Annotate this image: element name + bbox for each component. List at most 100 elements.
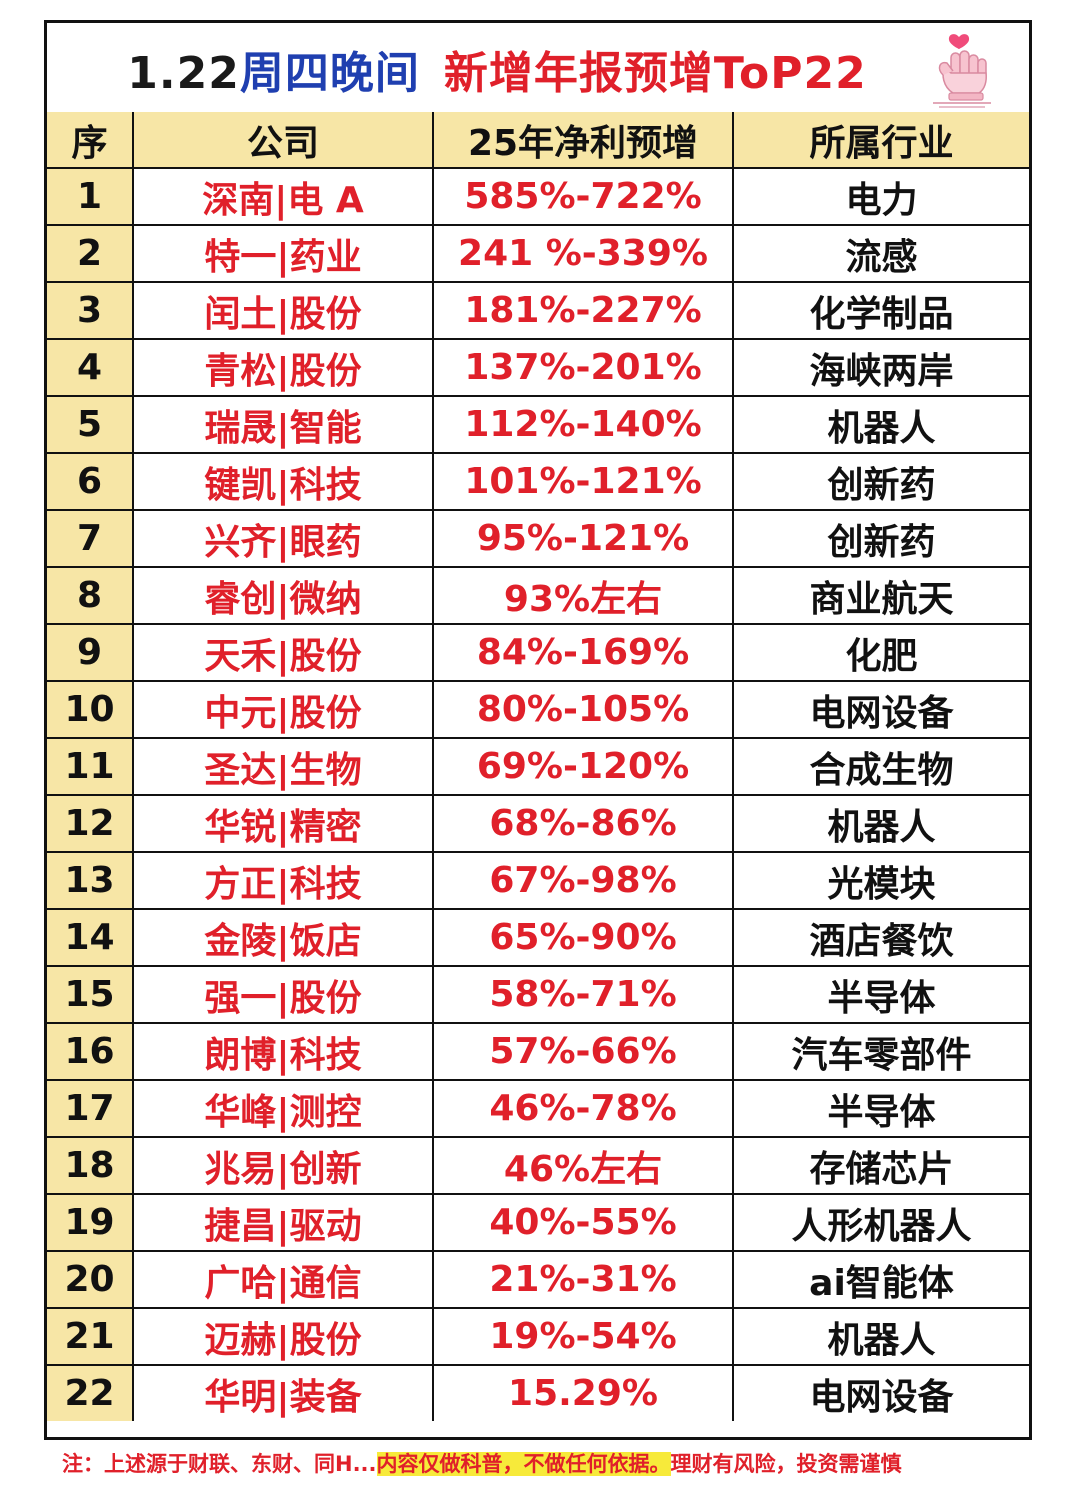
rank-cell: 17: [47, 1079, 134, 1138]
header-industry: 所属行业: [732, 112, 1029, 169]
disclaimer-suffix: 理财有风险，投资需谨慎: [670, 1452, 902, 1476]
company-cell: 华明|装备: [132, 1364, 434, 1421]
growth-cell: 19%-54%: [432, 1307, 734, 1366]
table-row: 14 金陵|饭店 65%-90% 酒店餐饮: [47, 908, 1029, 967]
industry-cell: 半导体: [732, 965, 1029, 1024]
rank-cell: 22: [47, 1364, 134, 1421]
rank-cell: 13: [47, 851, 134, 910]
table-row: 21 迈赫|股份 19%-54% 机器人: [47, 1307, 1029, 1366]
company-cell: 金陵|饭店: [132, 908, 434, 967]
growth-cell: 101%-121%: [432, 452, 734, 511]
growth-cell: 112%-140%: [432, 395, 734, 454]
industry-cell: 机器人: [732, 1307, 1029, 1366]
industry-cell: 电力: [732, 167, 1029, 226]
rank-cell: 2: [47, 224, 134, 283]
table-row: 15 强一|股份 58%-71% 半导体: [47, 965, 1029, 1024]
company-cell: 迈赫|股份: [132, 1307, 434, 1366]
table-body: 1 深南|电 A 585%-722% 电力 2 特一|药业 241 %-339% 流感 3 闰土|…: [47, 167, 1029, 1421]
company-cell: 睿创|微纳: [132, 566, 434, 625]
rank-cell: 6: [47, 452, 134, 511]
table-row: 16 朗博|科技 57%-66% 汽车零部件: [47, 1022, 1029, 1081]
table-row: 18 兆易|创新 46%左右 存储芯片: [47, 1136, 1029, 1195]
table-row: 17 华峰|测控 46%-78% 半导体: [47, 1079, 1029, 1138]
growth-cell: 65%-90%: [432, 908, 734, 967]
industry-cell: 光模块: [732, 851, 1029, 910]
company-cell: 兆易|创新: [132, 1136, 434, 1195]
table-row: 22 华明|装备 15.29% 电网设备: [47, 1364, 1029, 1421]
growth-cell: 57%-66%: [432, 1022, 734, 1081]
table-row: 4 青松|股份 137%-201% 海峡两岸: [47, 338, 1029, 397]
table-row: 13 方正|科技 67%-98% 光模块: [47, 851, 1029, 910]
table-row: 20 广哈|通信 21%-31% ai智能体: [47, 1250, 1029, 1309]
growth-cell: 241 %-339%: [432, 224, 734, 283]
rank-cell: 8: [47, 566, 134, 625]
company-cell: 兴齐|眼药: [132, 509, 434, 568]
rank-cell: 3: [47, 281, 134, 340]
table-row: 11 圣达|生物 69%-120% 合成生物: [47, 737, 1029, 796]
growth-cell: 93%左右: [432, 566, 734, 625]
header-rank: 序: [47, 112, 134, 169]
company-cell: 朗博|科技: [132, 1022, 434, 1081]
growth-cell: 137%-201%: [432, 338, 734, 397]
rank-cell: 9: [47, 623, 134, 682]
company-cell: 瑞晟|智能: [132, 395, 434, 454]
table-row: 19 捷昌|驱动 40%-55% 人形机器人: [47, 1193, 1029, 1252]
industry-cell: 创新药: [732, 509, 1029, 568]
company-cell: 闰土|股份: [132, 281, 434, 340]
industry-cell: 电网设备: [732, 680, 1029, 739]
disclaimer-footer: 注：上述源于财联、东财、同H...内容仅做科普，不做任何依据。理财有风险，投资需…: [62, 1446, 1042, 1482]
company-cell: 天禾|股份: [132, 623, 434, 682]
table-row: 8 睿创|微纳 93%左右 商业航天: [47, 566, 1029, 625]
table-row: 12 华锐|精密 68%-86% 机器人: [47, 794, 1029, 853]
rank-cell: 14: [47, 908, 134, 967]
growth-cell: 585%-722%: [432, 167, 734, 226]
growth-cell: 181%-227%: [432, 281, 734, 340]
growth-cell: 46%-78%: [432, 1079, 734, 1138]
company-cell: 圣达|生物: [132, 737, 434, 796]
disclaimer-prefix: 注：上述源于财联、东财、同H...: [62, 1452, 377, 1476]
company-cell: 广哈|通信: [132, 1250, 434, 1309]
table-row: 5 瑞晟|智能 112%-140% 机器人: [47, 395, 1029, 454]
header-company: 公司: [132, 112, 434, 169]
growth-cell: 58%-71%: [432, 965, 734, 1024]
industry-cell: 酒店餐饮: [732, 908, 1029, 967]
company-cell: 方正|科技: [132, 851, 434, 910]
table-row: 10 中元|股份 80%-105% 电网设备: [47, 680, 1029, 739]
rank-cell: 7: [47, 509, 134, 568]
table-row: 1 深南|电 A 585%-722% 电力: [47, 167, 1029, 226]
rank-cell: 19: [47, 1193, 134, 1252]
rank-cell: 12: [47, 794, 134, 853]
industry-cell: 合成生物: [732, 737, 1029, 796]
growth-cell: 46%左右: [432, 1136, 734, 1195]
growth-cell: 80%-105%: [432, 680, 734, 739]
company-cell: 华锐|精密: [132, 794, 434, 853]
growth-table: 序 公司 25年净利预增 所属行业 1 深南|电 A 585%-722% 电力 2 特一|…: [47, 112, 1029, 1421]
company-cell: 特一|药业: [132, 224, 434, 283]
table-row: 7 兴齐|眼药 95%-121% 创新药: [47, 509, 1029, 568]
rank-cell: 5: [47, 395, 134, 454]
title-bar: 1.22周四晚间 新增年报预增ToP22: [47, 23, 1029, 115]
company-cell: 青松|股份: [132, 338, 434, 397]
industry-cell: 存储芯片: [732, 1136, 1029, 1195]
rank-cell: 21: [47, 1307, 134, 1366]
company-cell: 捷昌|驱动: [132, 1193, 434, 1252]
industry-cell: 机器人: [732, 794, 1029, 853]
industry-cell: 化学制品: [732, 281, 1029, 340]
rank-cell: 11: [47, 737, 134, 796]
growth-cell: 15.29%: [432, 1364, 734, 1421]
industry-cell: 人形机器人: [732, 1193, 1029, 1252]
industry-cell: 汽车零部件: [732, 1022, 1029, 1081]
growth-cell: 68%-86%: [432, 794, 734, 853]
title-main: 新增年报预增ToP22: [443, 48, 867, 99]
title-date: 1.22: [127, 48, 240, 99]
rank-cell: 20: [47, 1250, 134, 1309]
rank-cell: 4: [47, 338, 134, 397]
industry-cell: 创新药: [732, 452, 1029, 511]
company-cell: 中元|股份: [132, 680, 434, 739]
table-header-row: 序 公司 25年净利预增 所属行业: [47, 112, 1029, 169]
title-day: 周四晚间: [239, 48, 420, 99]
rank-cell: 16: [47, 1022, 134, 1081]
industry-cell: 商业航天: [732, 566, 1029, 625]
company-cell: 深南|电 A: [132, 167, 434, 226]
growth-cell: 21%-31%: [432, 1250, 734, 1309]
